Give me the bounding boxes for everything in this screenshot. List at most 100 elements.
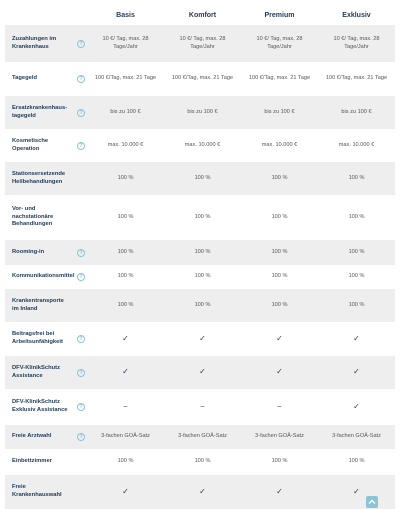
plan-value: 100 %: [271, 458, 288, 465]
plan-value: bis zu 100 €: [187, 108, 218, 115]
plan-value-cell: 100 %: [318, 240, 395, 265]
question-circle-icon[interactable]: ?: [77, 433, 85, 441]
plan-header-row: Basis Komfort Premium Exklusiv: [5, 5, 395, 25]
question-circle-icon[interactable]: ?: [77, 403, 85, 411]
plan-value: 100 %: [194, 174, 211, 181]
row-label-text: Freie Arztwahl: [12, 433, 52, 440]
plan-value-cell: 100 %: [318, 195, 395, 240]
plan-value: 100 %: [117, 213, 134, 220]
question-circle-icon[interactable]: ?: [77, 335, 85, 343]
info-glyph: ?: [79, 274, 83, 280]
plan-value: 100 %: [117, 174, 134, 181]
row-label: Freie Krankenhauswahl: [5, 475, 87, 509]
row-label-text: DFV-KlinikSchutz Assistance: [12, 364, 60, 379]
question-circle-icon[interactable]: ?: [77, 248, 85, 257]
row-label-text: Kosmetische Operation: [12, 137, 49, 152]
plan-header-komfort: Komfort: [188, 11, 217, 19]
table-row: DFV-KlinikSchutz Assistance? ✓ ✓ ✓ ✓: [5, 356, 395, 389]
plan-value-cell: 100 %: [87, 265, 164, 289]
row-label: Zuzahlungen im Krankenhaus?: [5, 25, 87, 62]
plan-value-cell: 10 €/ Tag, max. 28 Tage/Jahr: [164, 25, 241, 62]
plan-value: 100 €/Tag, max. 21 Tage: [94, 75, 157, 82]
plan-comparison-table: Basis Komfort Premium Exklusiv Zuzahlung…: [5, 5, 395, 509]
info-glyph: ?: [79, 249, 83, 256]
plan-value: 100 €/Tag, max. 21 Tage: [248, 75, 311, 82]
plan-value-cell: 100 %: [87, 240, 164, 265]
info-glyph: ?: [79, 142, 83, 149]
table-row: Beitragsfrei bei Arbeitsunfähigkeit? ✓ ✓ ✓ ✓: [5, 322, 395, 356]
plan-value-cell: 100 %: [87, 449, 164, 475]
plan-value-cell: max. 10.000 €: [318, 129, 395, 162]
plan-value: 3-fachen GOÄ-Satz: [101, 433, 150, 440]
row-label-text: Ersatzkrankenhaus-tagegeld: [12, 104, 68, 119]
row-label: DFV-KlinikSchutz Exklusiv Assistance?: [5, 389, 87, 425]
row-label-text: Tagegeld: [12, 75, 38, 82]
plan-value-cell: 100 %: [241, 449, 318, 475]
plan-value-cell: 10 €/ Tag, max. 28 Tage/Jahr: [318, 25, 395, 62]
plan-value-cell: 100 €/Tag, max. 21 Tage: [318, 62, 395, 96]
check-icon: ✓: [276, 333, 283, 343]
info-glyph: ?: [79, 434, 83, 440]
question-circle-icon[interactable]: ?: [77, 39, 85, 48]
plan-value: 100 %: [348, 213, 365, 220]
info-glyph: ?: [79, 76, 83, 82]
plan-value: bis zu 100 €: [110, 108, 141, 115]
question-circle-icon[interactable]: ?: [77, 75, 85, 83]
plan-value: 100 %: [348, 248, 365, 255]
plan-value: max. 10.000 €: [338, 141, 375, 148]
plan-value-cell: ✓: [87, 356, 164, 389]
plan-value-cell: bis zu 100 €: [318, 96, 395, 129]
plan-value: max. 10.000 €: [261, 141, 298, 148]
info-glyph: ?: [79, 336, 83, 342]
table-row: Tagegeld? 100 €/Tag, max. 21 Tage 100 €/Ta…: [5, 62, 395, 96]
plan-value-cell: 100 %: [241, 162, 318, 195]
plan-value: 100 %: [117, 458, 134, 465]
plan-value-cell: 100 %: [164, 195, 241, 240]
question-circle-icon[interactable]: ?: [77, 368, 85, 377]
plan-value-cell: 100 %: [164, 240, 241, 265]
check-icon: ✓: [199, 333, 206, 343]
plan-value: 100 %: [117, 273, 134, 280]
question-circle-icon[interactable]: ?: [77, 273, 85, 281]
plan-header-premium: Premium: [264, 11, 295, 19]
plan-value-cell: 100 %: [241, 195, 318, 240]
question-circle-icon[interactable]: ?: [77, 141, 85, 150]
plan-value-cell: –: [87, 389, 164, 425]
check-icon: ✓: [353, 367, 360, 377]
plan-value: 100 %: [348, 174, 365, 181]
plan-value-cell: ✓: [241, 356, 318, 389]
plan-value-cell: 10 €/ Tag, max. 28 Tage/Jahr: [241, 25, 318, 62]
plan-value-cell: 3-fachen GOÄ-Satz: [164, 425, 241, 449]
info-glyph: ?: [79, 369, 83, 376]
plan-value: 100 %: [348, 273, 365, 280]
plan-value: 100 €/Tag, max. 21 Tage: [171, 75, 234, 82]
plan-value-cell: ✓: [87, 322, 164, 356]
plan-value-cell: max. 10.000 €: [87, 129, 164, 162]
plan-value: max. 10.000 €: [184, 141, 221, 148]
question-circle-icon[interactable]: ?: [77, 108, 85, 117]
plan-value-cell: max. 10.000 €: [241, 129, 318, 162]
plan-value: bis zu 100 €: [341, 108, 372, 115]
scroll-to-top-button[interactable]: [366, 496, 378, 508]
plan-value-cell: ✓: [318, 356, 395, 389]
plan-value-cell: 100 %: [318, 289, 395, 322]
table-row: Krankentransporte im Inland 100 % 100 % 100…: [5, 289, 395, 322]
row-label-text: Beitragsfrei bei Arbeitsunfähigkeit: [12, 331, 63, 345]
table-row: Ersatzkrankenhaus-tagegeld? bis zu 100 € b…: [5, 96, 395, 129]
row-label: Beitragsfrei bei Arbeitsunfähigkeit?: [5, 322, 87, 356]
row-label: Vor- und nachstationäre Behandlungen: [5, 195, 87, 240]
table-row: DFV-KlinikSchutz Exklusiv Assistance? – – –…: [5, 389, 395, 425]
plan-value-cell: bis zu 100 €: [241, 96, 318, 129]
plan-value: 100 %: [194, 301, 211, 308]
plan-value-cell: 100 %: [318, 162, 395, 195]
plan-value-cell: 100 %: [241, 265, 318, 289]
plan-value-cell: max. 10.000 €: [164, 129, 241, 162]
plan-value-cell: ✓: [318, 389, 395, 425]
plan-value-cell: 100 %: [87, 162, 164, 195]
check-icon: ✓: [199, 367, 206, 377]
table-row: Freie Krankenhauswahl ✓ ✓ ✓ ✓: [5, 475, 395, 509]
plan-value: 100 %: [348, 301, 365, 308]
plan-value-cell: 100 %: [164, 449, 241, 475]
check-icon: ✓: [122, 333, 129, 343]
